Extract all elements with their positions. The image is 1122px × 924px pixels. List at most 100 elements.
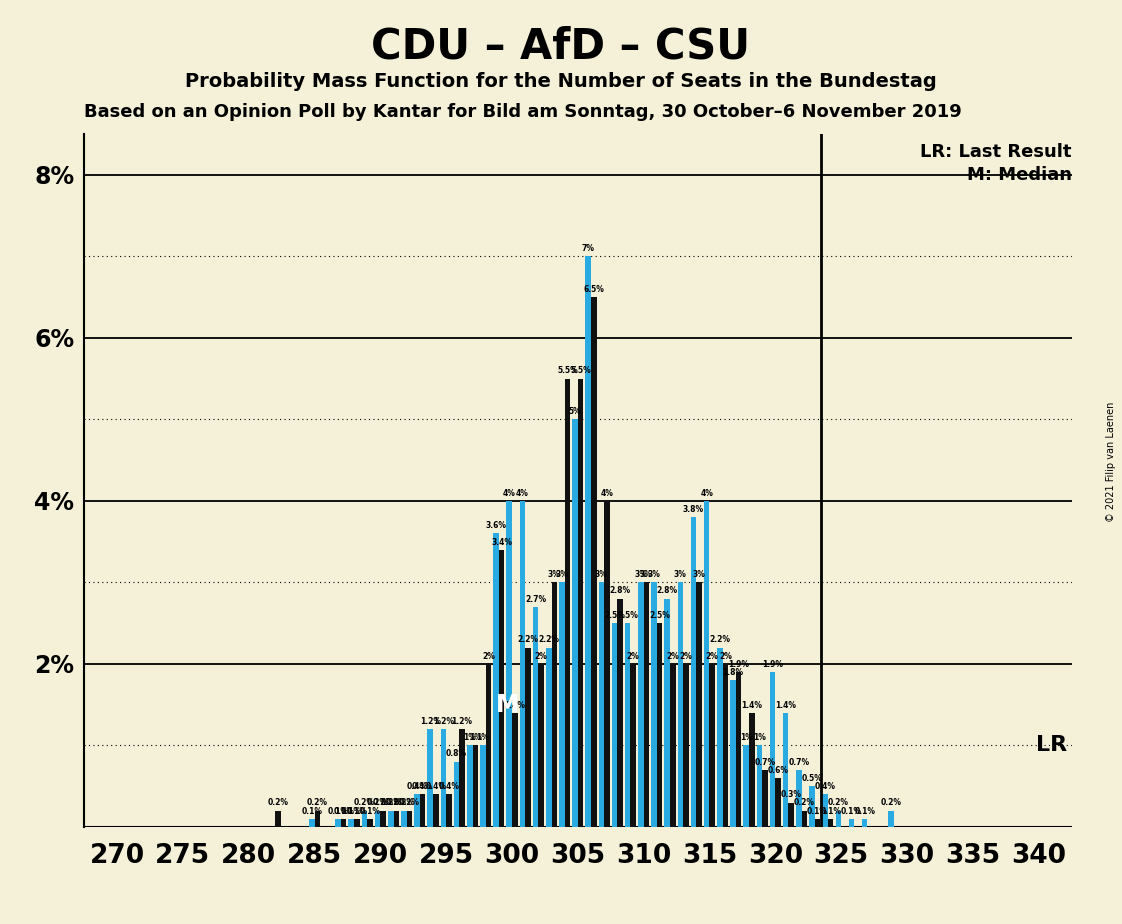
Text: 4%: 4% (503, 489, 516, 498)
Bar (420, 795, 425, 827)
Bar (828, 819, 834, 827)
Text: 5.5%: 5.5% (557, 366, 578, 375)
Bar (744, 746, 749, 827)
Bar (736, 672, 742, 827)
Text: 3.8%: 3.8% (683, 505, 705, 514)
Text: 2%: 2% (666, 651, 679, 661)
Bar (691, 517, 697, 827)
Text: 3%: 3% (674, 570, 687, 579)
Text: 6.5%: 6.5% (583, 285, 604, 294)
Text: 0.1%: 0.1% (333, 807, 355, 816)
Bar (836, 810, 842, 827)
Bar (467, 746, 472, 827)
Text: 0.1%: 0.1% (359, 807, 380, 816)
Bar (349, 819, 355, 827)
Text: 0.2%: 0.2% (353, 798, 375, 808)
Text: 0.2%: 0.2% (794, 798, 815, 808)
Text: 2%: 2% (535, 651, 548, 661)
Text: 1%: 1% (477, 733, 489, 742)
Text: 0.7%: 0.7% (789, 758, 809, 767)
Text: 4%: 4% (516, 489, 528, 498)
Bar (749, 712, 754, 827)
Text: 2%: 2% (706, 651, 719, 661)
Bar (709, 664, 715, 827)
Text: 3%: 3% (647, 570, 661, 579)
Bar (604, 501, 609, 827)
Text: 0.2%: 0.2% (306, 798, 328, 808)
Text: 0.2%: 0.2% (373, 798, 394, 808)
Bar (402, 810, 406, 827)
Text: 0.1%: 0.1% (302, 807, 322, 816)
Text: 1.4%: 1.4% (742, 700, 762, 710)
Text: M: M (496, 693, 519, 717)
Text: CDU – AfD – CSU: CDU – AfD – CSU (371, 26, 751, 67)
Text: 2.8%: 2.8% (656, 587, 678, 595)
Text: 1%: 1% (463, 733, 476, 742)
Bar (625, 623, 631, 827)
Text: 0.4%: 0.4% (439, 782, 459, 791)
Text: 0.1%: 0.1% (807, 807, 828, 816)
Text: 3%: 3% (640, 570, 653, 579)
Bar (678, 582, 683, 827)
Text: 0.1%: 0.1% (820, 807, 842, 816)
Text: © 2021 Filip van Laenen: © 2021 Filip van Laenen (1106, 402, 1115, 522)
Text: LR: LR (1037, 736, 1067, 756)
Bar (664, 599, 670, 827)
Text: 2.2%: 2.2% (539, 636, 559, 644)
Text: 2%: 2% (482, 651, 495, 661)
Bar (770, 672, 775, 827)
Bar (486, 664, 491, 827)
Bar (506, 501, 512, 827)
Text: 0.2%: 0.2% (399, 798, 420, 808)
Bar (644, 582, 650, 827)
Text: 2.2%: 2.2% (709, 636, 730, 644)
Text: 2.5%: 2.5% (617, 611, 638, 620)
Bar (848, 819, 854, 827)
Bar (809, 786, 815, 827)
Text: 1.4%: 1.4% (504, 700, 525, 710)
Bar (611, 623, 617, 827)
Text: 0.2%: 0.2% (394, 798, 414, 808)
Text: 3%: 3% (634, 570, 647, 579)
Bar (314, 810, 320, 827)
Text: 3.6%: 3.6% (486, 521, 506, 530)
Bar (586, 256, 591, 827)
Bar (414, 795, 420, 827)
Bar (559, 582, 564, 827)
Text: 0.4%: 0.4% (425, 782, 447, 791)
Text: 1.9%: 1.9% (728, 660, 749, 669)
Bar (756, 746, 762, 827)
Text: 0.1%: 0.1% (842, 807, 862, 816)
Text: 0.6%: 0.6% (767, 766, 789, 775)
Bar (651, 582, 656, 827)
Text: 5.5%: 5.5% (570, 366, 591, 375)
Text: 1%: 1% (753, 733, 766, 742)
Bar (275, 810, 280, 827)
Bar (775, 778, 781, 827)
Bar (525, 648, 531, 827)
Bar (367, 819, 373, 827)
Bar (717, 648, 723, 827)
Text: 0.2%: 0.2% (828, 798, 849, 808)
Text: 4%: 4% (700, 489, 714, 498)
Text: 2.5%: 2.5% (650, 611, 670, 620)
Bar (512, 712, 517, 827)
Text: 2.5%: 2.5% (604, 611, 625, 620)
Bar (519, 501, 525, 827)
Bar (572, 419, 578, 827)
Bar (762, 770, 767, 827)
Text: 0.1%: 0.1% (328, 807, 349, 816)
Bar (815, 819, 820, 827)
Bar (631, 664, 636, 827)
Bar (388, 810, 394, 827)
Bar (309, 819, 314, 827)
Text: 2%: 2% (680, 651, 692, 661)
Bar (427, 729, 433, 827)
Bar (862, 819, 867, 827)
Bar (591, 297, 597, 827)
Bar (783, 712, 789, 827)
Text: 2.2%: 2.2% (517, 636, 539, 644)
Bar (599, 582, 604, 827)
Text: 0.8%: 0.8% (447, 749, 467, 759)
Bar (789, 803, 794, 827)
